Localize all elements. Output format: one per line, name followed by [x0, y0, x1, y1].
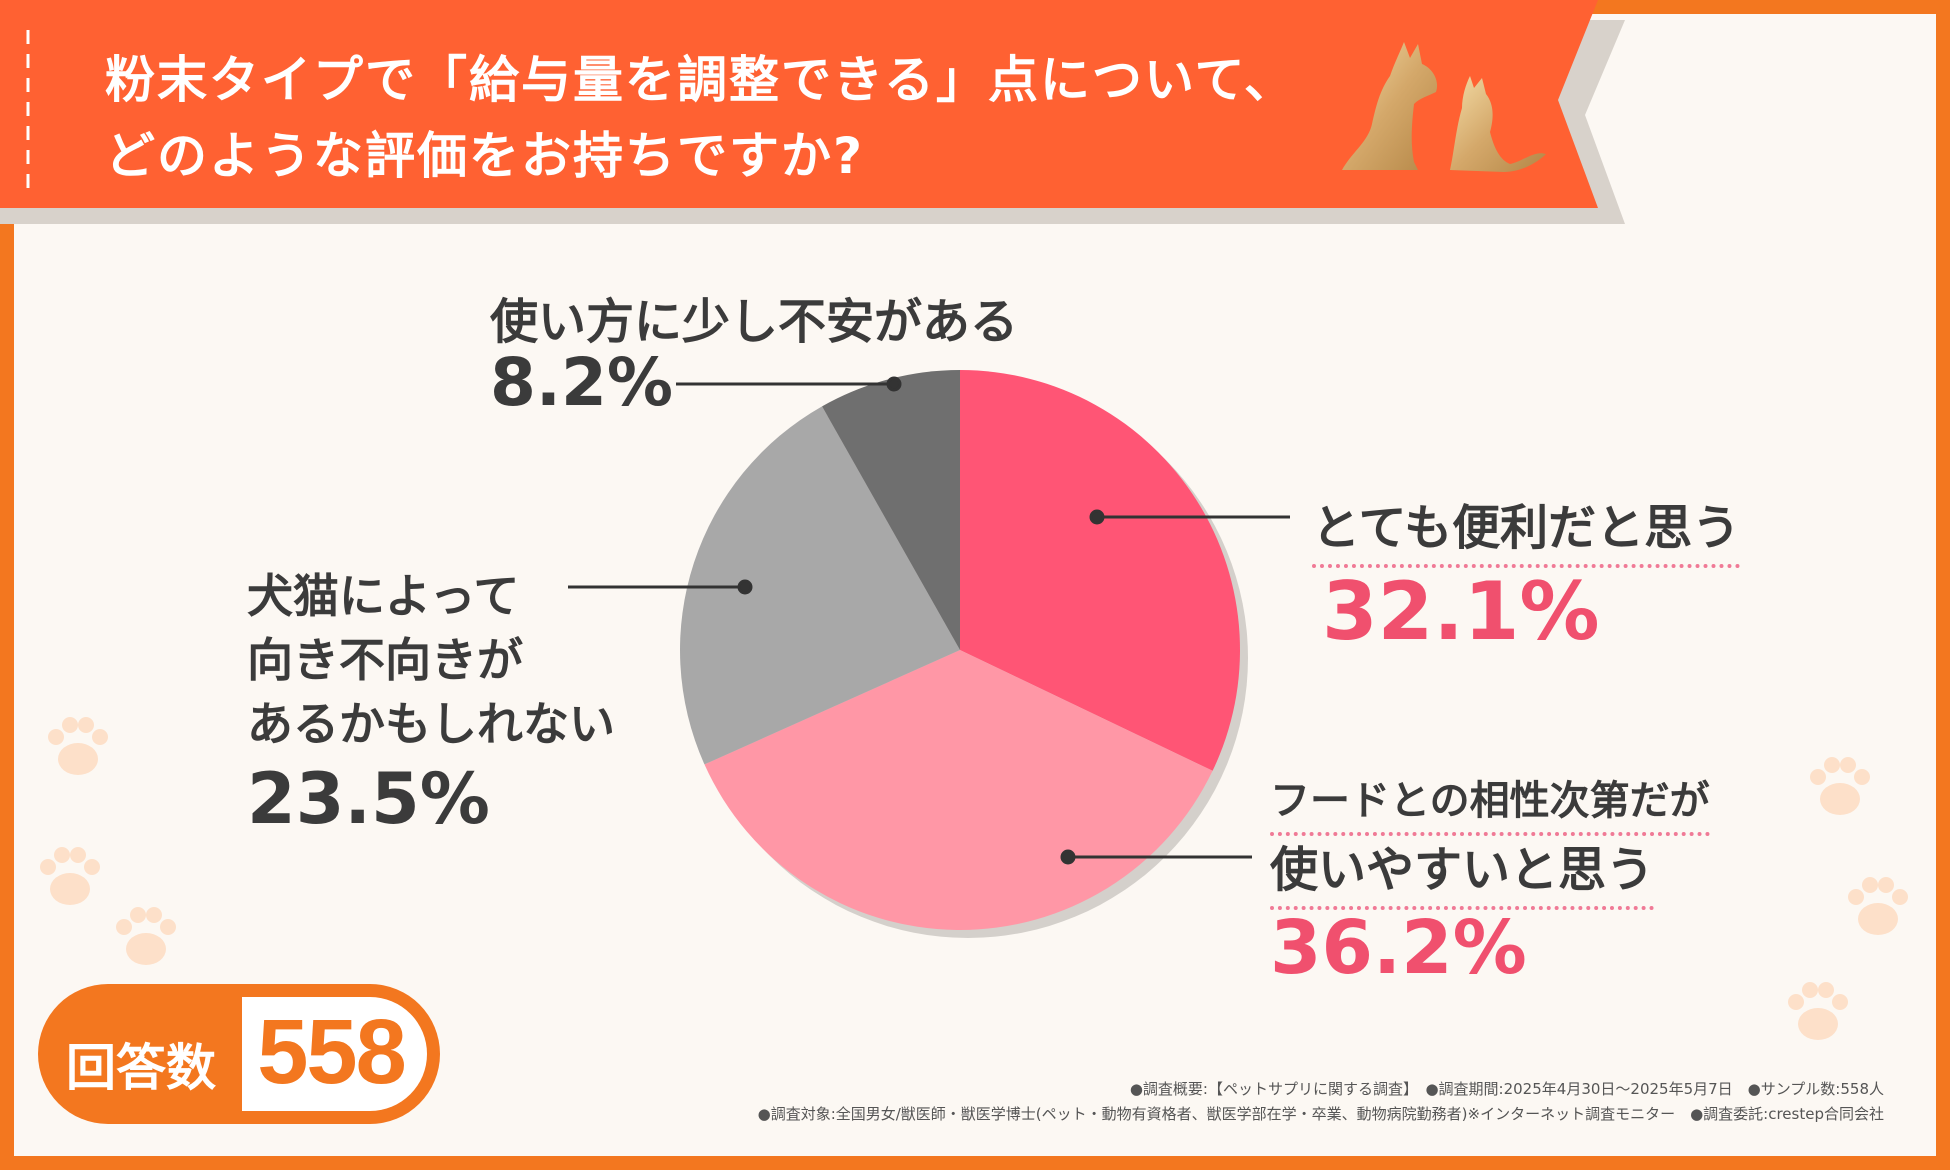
value-depends-on-food: 36.2%	[1270, 905, 1527, 991]
value-very-convenient: 32.1%	[1322, 565, 1600, 658]
label-depends-on-food-line-1: フードとの相性次第だが	[1270, 768, 1710, 836]
header-banner	[0, 0, 1625, 224]
footnote-line-1: ●調査概要:【ペットサプリに関する調査】 ●調査期間:2025年4月30日～20…	[1129, 1080, 1884, 1098]
leader-dot-depends-on-food	[1060, 849, 1076, 865]
dog-cat-icon	[1342, 42, 1546, 172]
pie-slice-depends-on-food	[704, 650, 1213, 930]
footnote-line-2: ●調査対象:全国男女/獣医師・獣医学博士(ペット・動物有資格者、獣医学部在学・卒…	[757, 1105, 1884, 1123]
value-suitability-varies: 23.5%	[247, 758, 490, 840]
paw-print-icon	[40, 717, 1908, 1040]
respondent-count-label: 回答数	[66, 1039, 216, 1097]
label-slightly-anxious: 使い方に少し不安がある	[490, 294, 1019, 350]
label-depends-on-food-line-2: 使いやすいと思う	[1270, 830, 1655, 910]
question-line-1: 粉末タイプで「給与量を調整できる」点について、	[105, 51, 1296, 109]
question-line-2: どのような評価をお持ちですか?	[105, 127, 865, 185]
pie-slice-slightly-anxious	[822, 370, 960, 650]
label-suitability-varies-line-2: 向き不向きが	[247, 633, 523, 687]
value-slightly-anxious: 8.2%	[490, 344, 674, 421]
leader-dot-slightly-anxious	[886, 376, 902, 392]
pie-slice-suitability-varies	[680, 406, 960, 765]
label-suitability-varies-line-3: あるかもしれない	[247, 697, 615, 751]
leader-dot-very-convenient	[1089, 509, 1105, 525]
respondent-count-box	[242, 997, 427, 1111]
respondent-count-value: 558	[257, 1001, 407, 1103]
pie-slice-very-convenient	[960, 370, 1241, 771]
label-suitability-varies-line-1: 犬猫によって	[247, 569, 520, 623]
leader-dot-suitability-varies	[737, 579, 753, 595]
label-very-convenient: とても便利だと思う	[1312, 488, 1741, 568]
